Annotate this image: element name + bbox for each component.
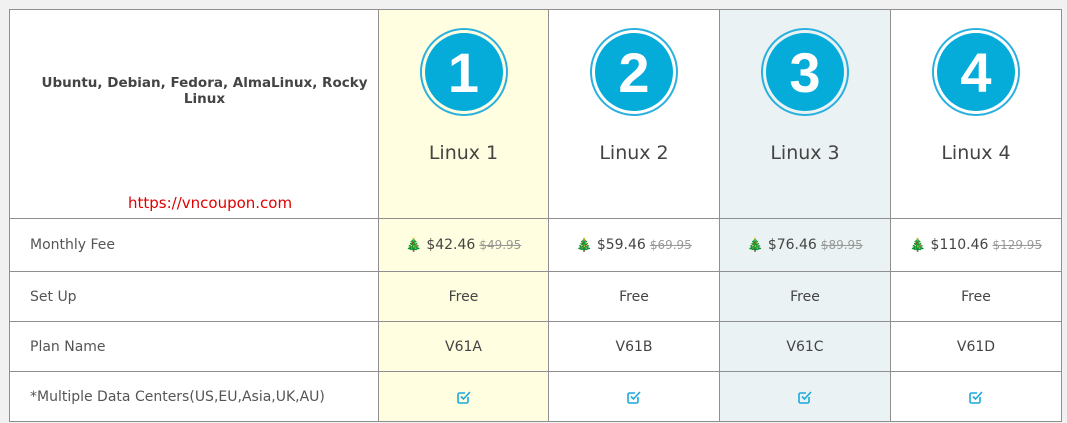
setup-cell: Free [548, 271, 720, 322]
setup-row: Set Up Free Free Free Free [9, 271, 1062, 322]
plan-number-badge: 3 [761, 28, 849, 116]
price-cell: 🎄 $76.46 $89.95 [719, 218, 891, 272]
feature-cell [890, 371, 1062, 422]
row-label: Monthly Fee [9, 218, 379, 272]
plan-header-3: 3 Linux 3 [719, 9, 891, 219]
row-label: Plan Name [9, 321, 379, 372]
checkbox-checked-icon [798, 390, 812, 404]
plan-header-4: 4 Linux 4 [890, 9, 1062, 219]
setup-cell: Free [890, 271, 1062, 322]
old-price: $89.95 [820, 238, 863, 252]
old-price: $129.95 [992, 238, 1043, 252]
multi-dc-row: *Multiple Data Centers(US,EU,Asia,UK,AU) [9, 371, 1062, 422]
monthly-fee-row: Monthly Fee 🎄 $42.46 $49.95 🎄 $59.46 $69.9… [9, 218, 1062, 272]
price-cell: 🎄 $42.46 $49.95 [378, 218, 549, 272]
christmas-tree-icon: 🎄 [909, 238, 927, 253]
plan-header-1: 1 Linux 1 [378, 9, 549, 219]
plan-name-cell: V61B [548, 321, 720, 372]
checkbox-checked-icon [627, 390, 641, 404]
row-label: Set Up [9, 271, 379, 322]
christmas-tree-icon: 🎄 [576, 238, 593, 253]
price-cell: 🎄 $110.46 $129.95 [890, 218, 1062, 272]
old-price: $69.95 [649, 238, 692, 252]
setup-cell: Free [378, 271, 549, 322]
plan-header-2: 2 Linux 2 [548, 9, 720, 219]
header-label-cell: Ubuntu, Debian, Fedora, AlmaLinux, Rocky… [9, 9, 379, 219]
row-label: *Multiple Data Centers(US,EU,Asia,UK,AU) [9, 371, 379, 422]
plan-name-row: Plan Name V61A V61B V61C V61D [9, 321, 1062, 372]
site-url[interactable]: https://vncoupon.com [128, 194, 293, 212]
plan-title: Linux 4 [941, 142, 1011, 164]
christmas-tree-icon: 🎄 [405, 238, 422, 253]
price-cell: 🎄 $59.46 $69.95 [548, 218, 720, 272]
checkbox-checked-icon [456, 390, 471, 404]
feature-cell [719, 371, 891, 422]
plan-name-cell: V61C [719, 321, 891, 372]
plan-name-cell: V61D [890, 321, 1062, 372]
setup-cell: Free [719, 271, 891, 322]
plan-name-cell: V61A [378, 321, 549, 372]
plan-number-badge: 1 [419, 28, 508, 116]
os-list: Ubuntu, Debian, Fedora, AlmaLinux, Rocky… [41, 75, 368, 107]
pricing-table: Ubuntu, Debian, Fedora, AlmaLinux, Rocky… [9, 9, 1062, 422]
plan-number-badge: 4 [932, 28, 1020, 116]
checkbox-checked-icon [969, 390, 983, 404]
feature-cell [548, 371, 720, 422]
plan-title: Linux 1 [428, 142, 499, 164]
plan-title: Linux 3 [770, 142, 840, 164]
christmas-tree-icon: 🎄 [747, 238, 764, 253]
feature-cell [378, 371, 549, 422]
old-price: $49.95 [479, 238, 522, 252]
plan-number-badge: 2 [590, 28, 678, 116]
header-row: Ubuntu, Debian, Fedora, AlmaLinux, Rocky… [9, 9, 1062, 219]
plan-title: Linux 2 [599, 142, 669, 164]
